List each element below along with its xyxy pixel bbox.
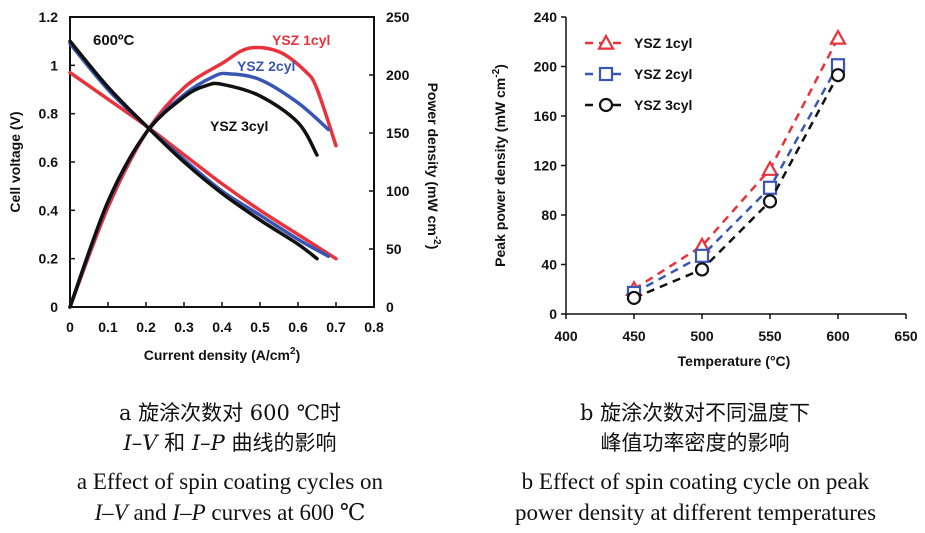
chart-a-iv-curve-ysz-3cyl [68,39,319,261]
chart-b-legend-marker-ysz-3cyl [598,97,614,113]
chart-a-y-axis-label: Cell voltage (V) [7,111,23,212]
caption-b-en-line2: power density at different temperatures [514,500,877,525]
chart-a-x-tick-label: 0.1 [98,319,118,335]
caption-b-zh: b 旋涂次数对不同温度下 峰值功率密度的影响 [475,398,915,458]
chart-b-y-axis-label: Peak power density (mW cm-2) [491,64,508,267]
chart-b-y-tick-label: 200 [534,59,558,75]
caption-a-zh-line1: a 旋涂次数对 600 ℃时 [118,401,342,425]
chart-a-x-tick-label: 0 [66,319,74,335]
caption-a-en-iv: I–V [94,500,128,525]
caption-a-en-and: and [127,500,173,525]
chart-b-point-ysz-3cyl [830,68,846,83]
caption-a-en-line2: I–V and I–P curves at 600 ℃ [10,497,450,528]
chart-b-x-tick-label: 450 [622,328,646,344]
chart-b-y-tick-label: 80 [541,207,557,223]
chart-b-y-tick-label: 40 [541,257,557,273]
chart-a-y-tick-label: 0.2 [39,251,59,267]
caption-a-en-rest: curves at 600 ℃ [205,500,366,525]
chart-a-x-tick-label: 0.8 [364,319,384,335]
chart-a-x-tick-label: 0.6 [288,319,308,335]
chart-a-iv-curve-ysz-1cyl [68,70,338,261]
chart-a-y2-tick-label: 250 [386,9,410,25]
caption-a-en-ip: I–P [172,500,206,525]
chart-b-x-tick-label: 550 [758,328,782,344]
caption-b-zh-line2: 峰值功率密度的影响 [600,431,790,455]
caption-a-zh-rest: 曲线的影响 [224,431,337,455]
chart-b-y-tick-label: 120 [534,158,558,174]
chart-b-point-ysz-3cyl [762,194,778,209]
caption-a-zh: a 旋涂次数对 600 ℃时 I–V 和 I–P 曲线的影响 [20,398,440,458]
chart-b-legend-marker-ysz-2cyl [598,66,614,82]
chart-b-point-ysz-3cyl [694,262,710,277]
chart-b-x-tick-label: 400 [554,328,578,344]
chart-b-x-tick-label: 600 [826,328,850,344]
chart-b-point-ysz-3cyl [626,290,642,306]
chart-a-x-tick-label: 0.7 [326,319,346,335]
chart-b-legend-label-ysz-3cyl: YSZ 3cyl [634,97,692,113]
chart-a-y2-axis-label: Power density (mW cm-2) [425,83,442,250]
chart-a-y2-tick-label: 150 [386,125,410,141]
chart-b-x-axis-label: Temperature (°C) [678,353,791,369]
caption-b-zh-line1: b 旋涂次数对不同温度下 [579,401,811,425]
chart-b-y-tick-label: 160 [534,108,558,124]
chart-b-point-ysz-1cyl [829,28,847,45]
chart-a: 0 0.1 0.2 0.3 0.4 0.5 0.6 0.7 0.800.20.40.60.811… [7,9,442,363]
chart-a-series-label-ysz-3cyl: YSZ 3cyl [210,118,268,134]
chart-a-ip-curve-ysz-2cyl [68,71,331,309]
chart-b-legend-label-ysz-1cyl: YSZ 1cyl [634,35,692,51]
chart-b-x-tick-label: 500 [690,328,714,344]
chart-b-x-tick-label: 650 [894,328,918,344]
chart-a-x-tick-label: 0.5 [250,319,270,335]
chart-a-series-label-ysz-2cyl: YSZ 2cyl [237,58,295,74]
caption-a-zh-and: 和 [157,431,192,455]
chart-a-annotation: 600ºC [93,32,135,49]
caption-a-zh-line2: I–V 和 I–P 曲线的影响 [20,428,440,458]
chart-a-y2-tick-label: 0 [386,299,394,315]
chart-a-ip-curve-ysz-1cyl [68,45,338,309]
chart-b: 400 450 500 550 600 650 0 40 80 120 160 200 240 Tempe… [491,9,918,369]
chart-a-y-tick-label: 1.2 [39,9,59,25]
chart-a-y2-tick-label: 200 [386,67,410,83]
chart-b-series-line-ysz-1cyl [633,37,840,291]
chart-b-legend-marker-ysz-1cyl [597,33,615,50]
caption-a-en: a Effect of spin coating cycles on I–V a… [10,466,450,528]
chart-b-legend-label-ysz-2cyl: YSZ 2cyl [634,66,692,82]
chart-a-y-tick-label: 1 [50,57,58,73]
chart-a-y2-tick-label: 50 [386,241,402,257]
caption-a-en-line1: a Effect of spin coating cycles on [76,469,384,494]
chart-a-y-tick-label: 0.6 [39,154,59,170]
chart-b-y-tick-label: 0 [549,306,557,322]
chart-a-x-tick-label: 0.4 [212,319,232,335]
chart-a-x-tick-label: 0.2 [136,319,156,335]
chart-a-y-tick-label: 0.8 [39,106,59,122]
chart-a-x-tick-label: 0.3 [174,319,194,335]
caption-a-zh-iv: I–V [123,431,158,455]
chart-b-point-ysz-2cyl [762,180,778,195]
chart-a-x-axis-label: Current density (A/cm2) [144,346,300,363]
chart-a-y2-tick-label: 100 [386,183,410,199]
chart-a-ip-curve-ysz-3cyl [68,81,319,309]
chart-a-frame [69,16,375,308]
chart-b-y-tick-label: 240 [534,9,558,25]
caption-a-zh-ip: I–P [191,431,225,455]
chart-a-series-label-ysz-1cyl: YSZ 1cyl [272,32,330,48]
chart-a-y-tick-label: 0.4 [39,202,59,218]
chart-a-y-tick-label: 0 [50,299,58,315]
chart-b-series-line-ysz-3cyl [633,74,840,300]
caption-b-en-line1: b Effect of spin coating cycle on peak [521,469,870,494]
chart-b-point-ysz-1cyl [761,159,779,176]
chart-b-series-line-ysz-2cyl [633,64,840,295]
caption-b-en: b Effect of spin coating cycle on peak p… [468,466,923,528]
chart-b-point-ysz-2cyl [694,248,710,263]
